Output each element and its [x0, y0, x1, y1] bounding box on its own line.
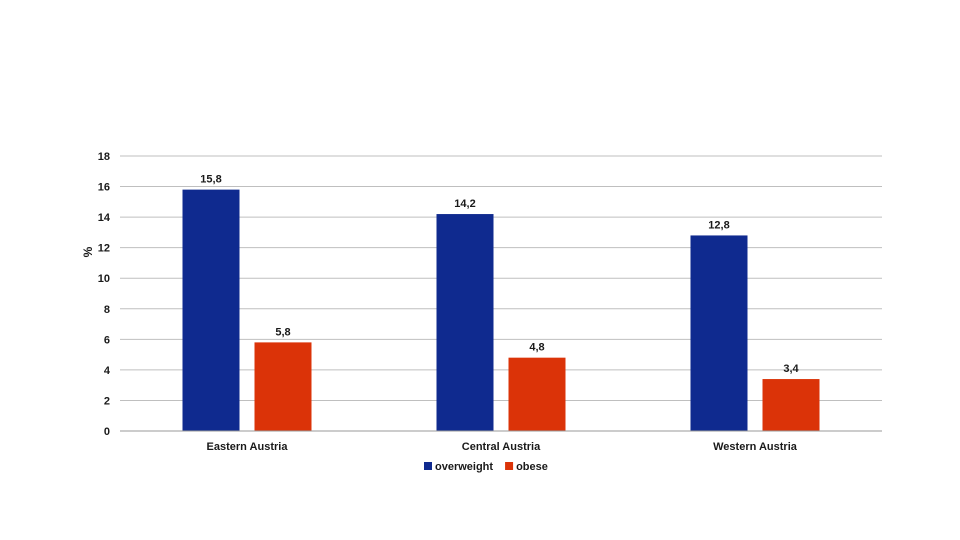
data-label-overweight-2: 14,2: [454, 198, 475, 210]
data-label-obese-3: 3,4: [783, 363, 799, 375]
legend-label-overweight: overweight: [435, 461, 493, 473]
bar-obese-3: [762, 379, 820, 431]
y-tick-label: 4: [104, 365, 111, 377]
y-tick-label: 8: [104, 304, 110, 316]
y-tick-label: 14: [98, 212, 111, 224]
y-tick-label: 10: [98, 273, 110, 285]
data-label-overweight-3: 12,8: [708, 219, 729, 231]
y-tick-label: 16: [98, 182, 110, 194]
y-tick-label: 18: [98, 151, 110, 163]
bar-overweight-3: [690, 235, 748, 431]
y-tick-label: 12: [98, 243, 110, 255]
bar-overweight-1: [182, 189, 240, 431]
y-axis-label: %: [81, 246, 95, 257]
bar-overweight-2: [436, 214, 494, 431]
category-label: Eastern Austria: [207, 441, 289, 453]
category-label: Western Austria: [713, 441, 798, 453]
bar-obese-1: [254, 342, 312, 431]
y-tick-label: 6: [104, 334, 110, 346]
legend-label-obese: obese: [516, 461, 548, 473]
legend-swatch-obese: [505, 462, 514, 470]
category-label: Central Austria: [462, 441, 541, 453]
gridlines: [120, 155, 882, 401]
y-tick-label: 0: [104, 426, 110, 438]
bars: [182, 189, 820, 431]
data-label-obese-2: 4,8: [529, 342, 544, 354]
bar-obese-2: [508, 357, 566, 431]
data-label-obese-1: 5,8: [275, 326, 290, 338]
legend-swatch-overweight: [424, 462, 432, 470]
data-labels: 15,8 5,8 14,2 4,8 12,8 3,4: [200, 174, 799, 375]
x-axis-categories: Eastern Austria Central Austria Western Au…: [207, 441, 798, 453]
data-label-overweight-1: 15,8: [200, 174, 221, 186]
y-axis-ticks: 0 2 4 6 8 10 12 14 16 18: [98, 151, 111, 438]
y-tick-label: 2: [104, 395, 110, 407]
legend: overweight obese: [424, 461, 548, 473]
